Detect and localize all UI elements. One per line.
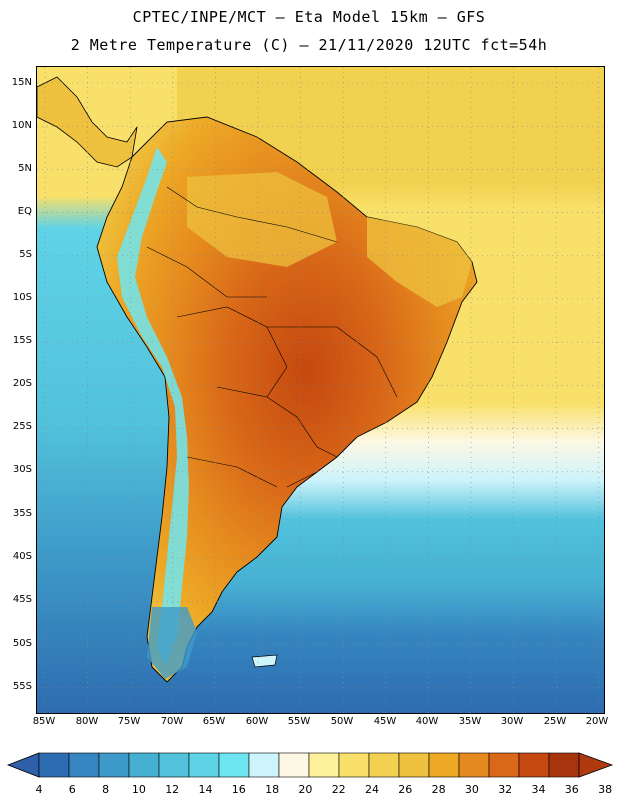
colorbar-label: 16 [231,783,246,796]
colorbar-label: 10 [131,783,146,796]
lon-label: 85W [32,716,56,727]
colorbar-label: 4 [35,783,43,796]
colorbar-swatch [158,752,190,778]
colorbar-label: 14 [198,783,213,796]
colorbar-label: 30 [464,783,479,796]
central-america [37,76,138,168]
colorbar-over-arrow [578,752,614,778]
lat-label: 10S [12,292,32,303]
lat-label: 55S [12,681,32,692]
lon-label: 80W [75,716,99,727]
lat-label: 5S [19,249,32,260]
falkland-islands [251,654,278,668]
colorbar-swatch [308,752,340,778]
colorbar-label: 34 [531,783,546,796]
colorbar-label: 32 [498,783,513,796]
colorbar-label: 22 [331,783,346,796]
colorbar-swatch [218,752,250,778]
lon-label: 45W [373,716,397,727]
colorbar-swatch [458,752,490,778]
map-title-line2: 2 Metre Temperature (C) – 21/11/2020 12U… [70,36,548,54]
lon-label: 55W [287,716,311,727]
colorbar-label: 28 [431,783,446,796]
colorbar-swatch [368,752,400,778]
colorbar-label: 26 [398,783,413,796]
lon-label: 70W [160,716,184,727]
amazon-basin [187,172,337,267]
colorbar-label: 38 [598,783,613,796]
lat-label: 45S [12,594,32,605]
lon-label: 65W [202,716,226,727]
lat-label: EQ [17,206,32,217]
patagonia-ice [147,607,197,679]
colorbar-swatch [248,752,280,778]
colorbar-label: 18 [265,783,280,796]
lon-label: 25W [543,716,567,727]
lon-label: 60W [245,716,269,727]
map-canvas [37,67,604,713]
andes-mountains [117,147,189,667]
colorbar [6,752,614,778]
colorbar-swatch [38,752,70,778]
lat-label: 25S [12,421,32,432]
colorbar-label: 12 [165,783,180,796]
lat-label: 35S [12,508,32,519]
colorbar-under-arrow [6,752,40,778]
lat-label: 10N [11,120,32,131]
lat-label: 50S [12,638,32,649]
colorbar-label: 24 [365,783,379,796]
map-title-line1: CPTEC/INPE/MCT – Eta Model 15km – GFS [132,8,486,26]
colorbar-swatches [38,752,580,778]
lat-label: 30S [12,464,32,475]
lat-label: 20S [12,378,32,389]
lon-label: 50W [330,716,354,727]
colorbar-swatch [188,752,220,778]
lat-label: 15S [12,335,32,346]
lon-label: 35W [458,716,482,727]
colorbar-label: 6 [68,783,76,796]
colorbar-swatch [278,752,310,778]
lat-label: 15N [11,77,32,88]
lon-label: 20W [585,716,609,727]
temperature-map [36,66,605,714]
colorbar-swatch [68,752,100,778]
colorbar-swatch [398,752,430,778]
lon-label: 30W [500,716,524,727]
lat-label: 5N [18,163,32,174]
colorbar-swatch [428,752,460,778]
colorbar-label: 20 [298,783,313,796]
lon-label: 40W [415,716,439,727]
colorbar-swatch [128,752,160,778]
lon-label: 75W [117,716,141,727]
northeast-brazil [367,217,472,307]
colorbar-swatch [338,752,370,778]
colorbar-swatch [488,752,520,778]
colorbar-swatch [548,752,580,778]
colorbar-swatch [518,752,550,778]
colorbar-swatch [98,752,130,778]
lat-label: 40S [12,551,32,562]
colorbar-label: 36 [564,783,579,796]
colorbar-label: 8 [102,783,110,796]
